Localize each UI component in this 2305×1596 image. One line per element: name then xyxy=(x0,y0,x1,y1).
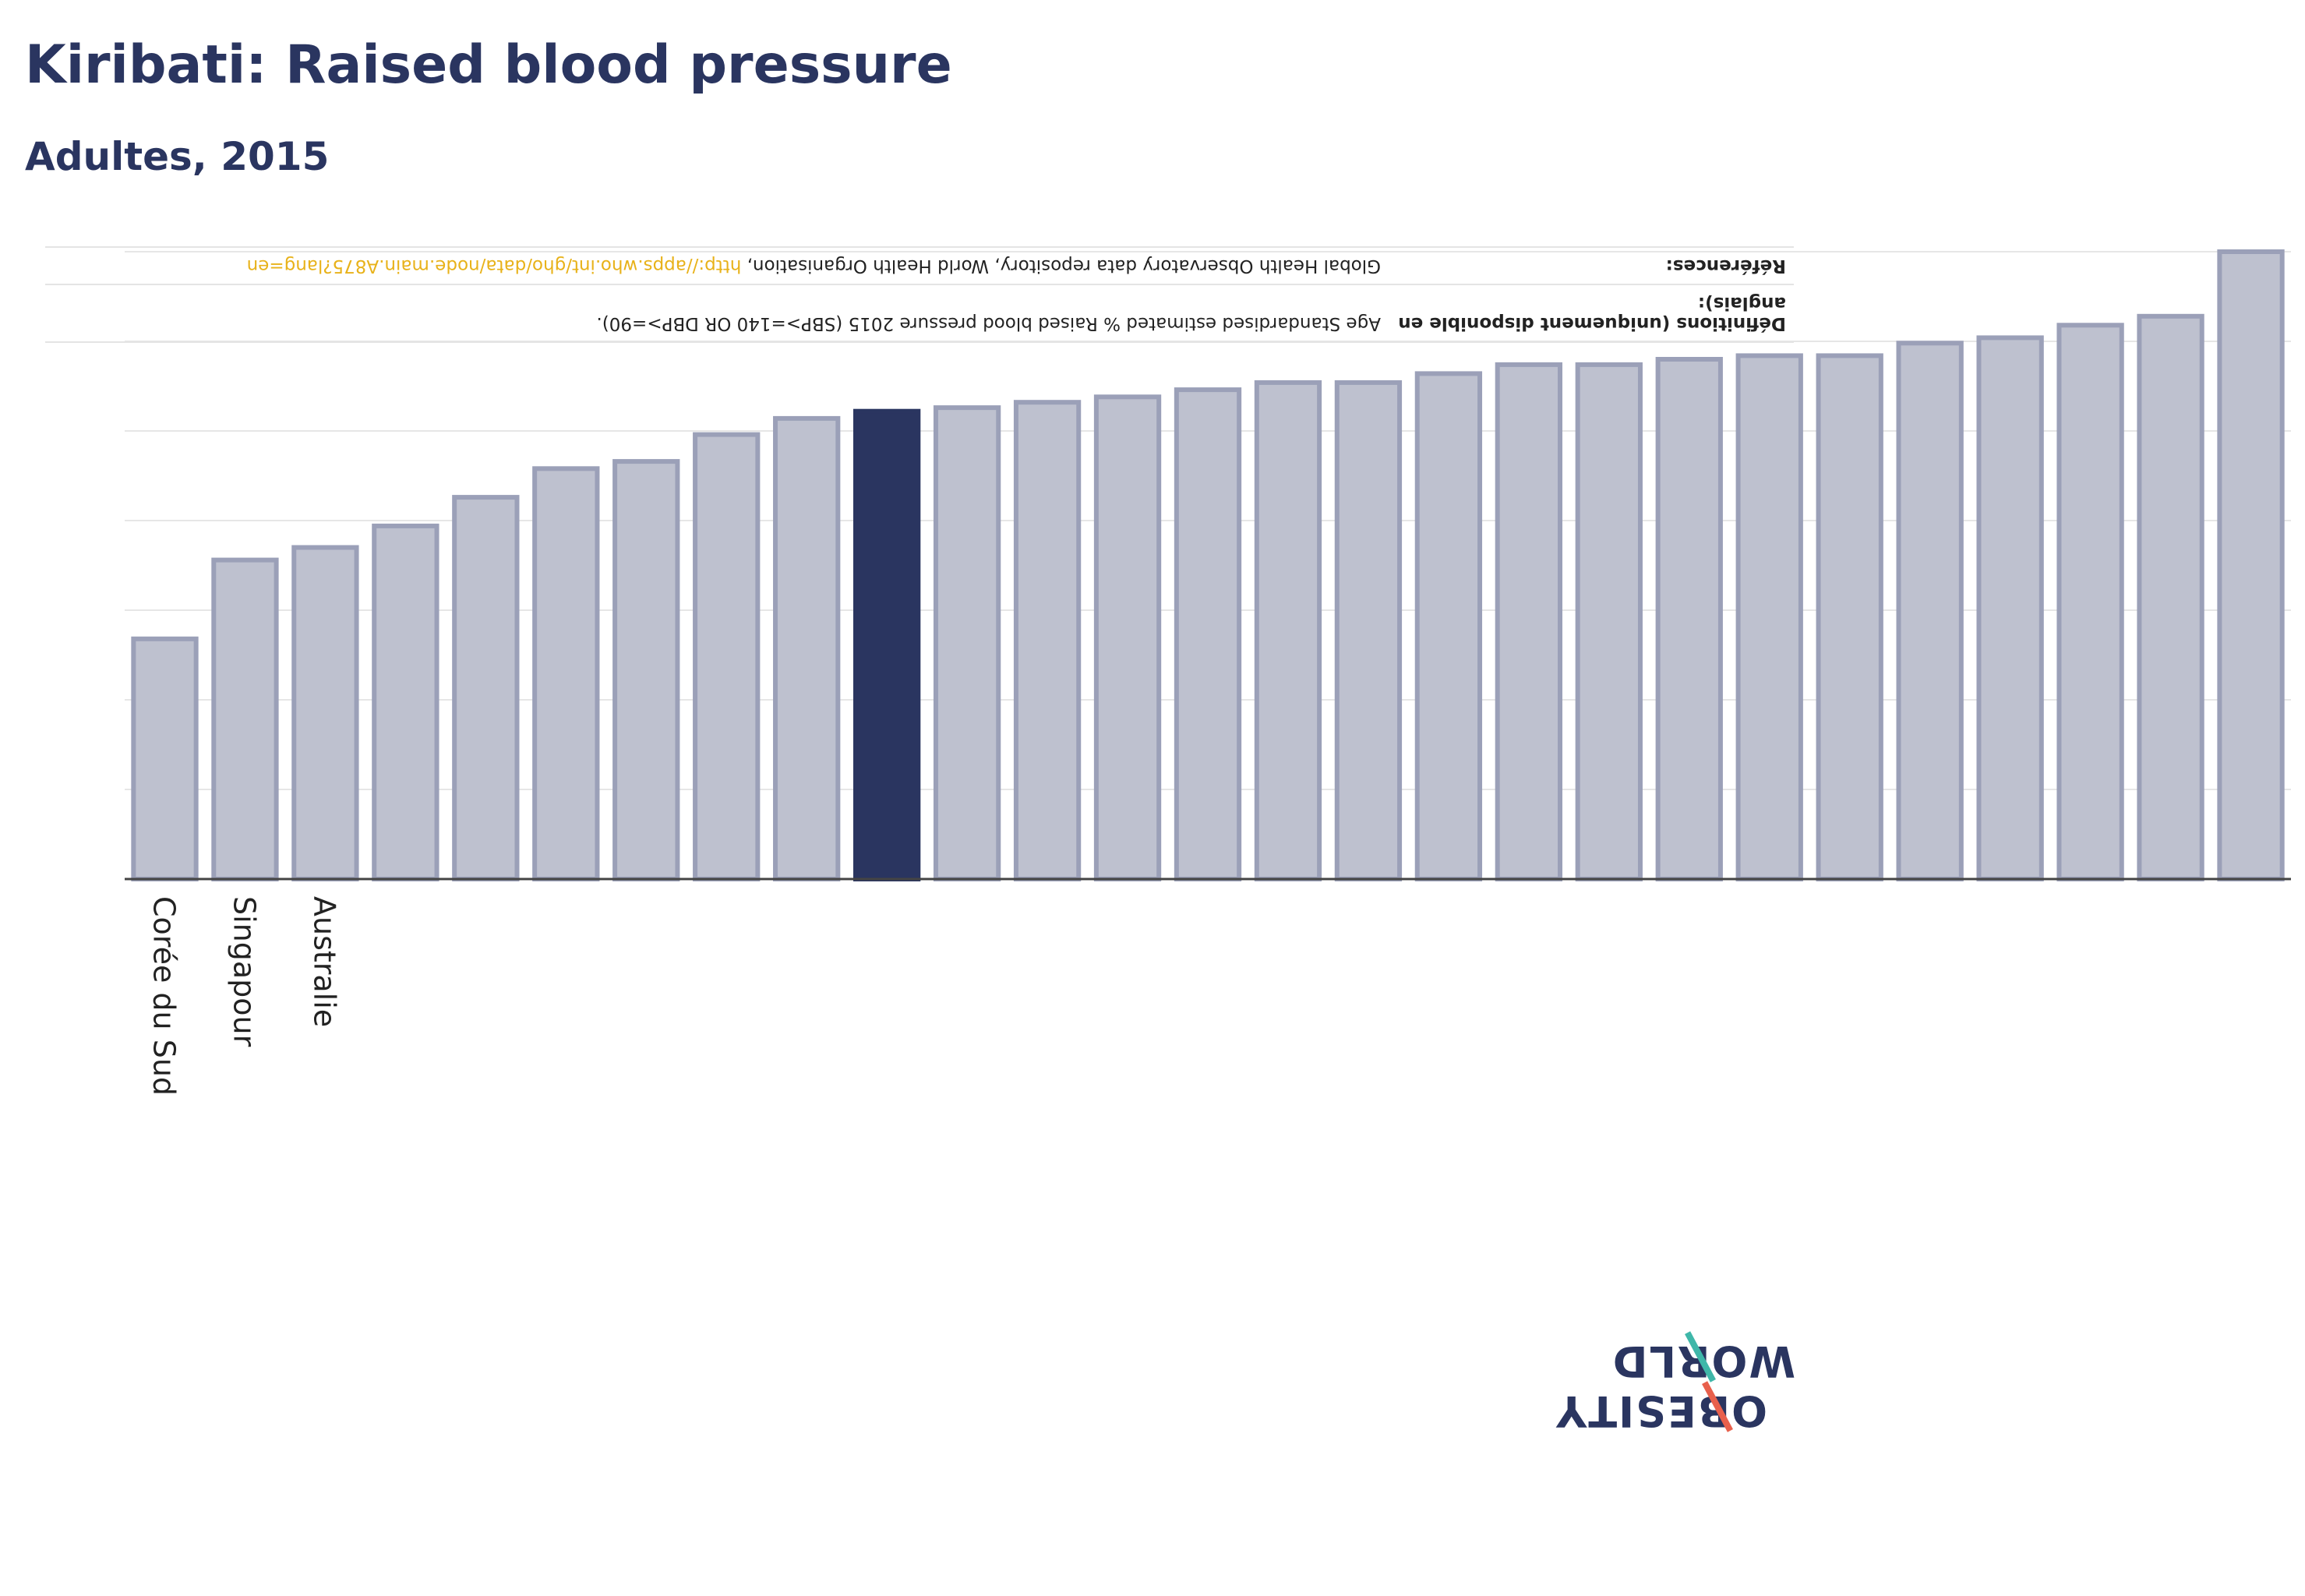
chart-subtitle: Adultes, 2015 xyxy=(25,134,330,179)
bar[interactable] xyxy=(1976,335,2044,881)
sources-table: Définitions (uniquement disponible en an… xyxy=(45,246,1794,343)
x-tick-label: Singapour xyxy=(227,896,261,1047)
references-row: Références: Global Health Observatory da… xyxy=(45,246,1794,284)
bar[interactable] xyxy=(131,636,199,881)
bar-highlight[interactable] xyxy=(852,408,921,881)
references-text: Global Health Observatory data repositor… xyxy=(741,256,1381,276)
references-value: Global Health Observatory data repositor… xyxy=(53,256,1381,276)
x-tick-label: Australie xyxy=(307,896,341,1027)
bar[interactable] xyxy=(211,557,279,881)
bar[interactable] xyxy=(1254,380,1322,881)
bar[interactable] xyxy=(452,495,520,881)
bar[interactable] xyxy=(2056,323,2124,881)
bar[interactable] xyxy=(1013,400,1082,881)
bar[interactable] xyxy=(1414,371,1483,881)
bar[interactable] xyxy=(1816,353,1883,881)
bar[interactable] xyxy=(1334,380,1403,881)
bar[interactable] xyxy=(1735,353,1803,881)
bar[interactable] xyxy=(1896,341,1964,881)
bar[interactable] xyxy=(372,523,439,882)
references-label: Références: xyxy=(1665,256,1786,276)
definitions-text: Age Standardised estimated % Raised bloo… xyxy=(596,313,1381,334)
bar[interactable] xyxy=(933,405,1001,881)
definitions-row: Définitions (uniquement disponible en an… xyxy=(45,284,1794,343)
x-axis-labels: Corée du Sud Singapour Australie xyxy=(146,896,341,1096)
bar[interactable] xyxy=(291,545,359,881)
x-tick-label: Corée du Sud xyxy=(146,896,181,1096)
bar[interactable] xyxy=(612,459,680,881)
chart-title: Kiribati: Raised blood pressure xyxy=(25,34,952,96)
bars xyxy=(131,249,2285,882)
bar[interactable] xyxy=(1174,387,1242,882)
bar[interactable] xyxy=(2217,249,2285,881)
bar[interactable] xyxy=(1495,362,1563,881)
bar[interactable] xyxy=(1655,357,1723,881)
bar[interactable] xyxy=(1093,394,1162,881)
bar[interactable] xyxy=(532,466,600,881)
bar[interactable] xyxy=(2137,313,2204,881)
bar[interactable] xyxy=(693,432,761,881)
world-obesity-logo: OBESITY WORLD xyxy=(1555,1325,1798,1442)
logo-text-obesity: OBESITY xyxy=(1555,1386,1767,1435)
bar[interactable] xyxy=(773,415,841,881)
bar[interactable] xyxy=(1575,362,1643,881)
references-link[interactable]: http://apps.who.int/gho/data/node.main.A… xyxy=(246,256,742,276)
definitions-label: Définitions (uniquement disponible en an… xyxy=(1398,293,1786,334)
